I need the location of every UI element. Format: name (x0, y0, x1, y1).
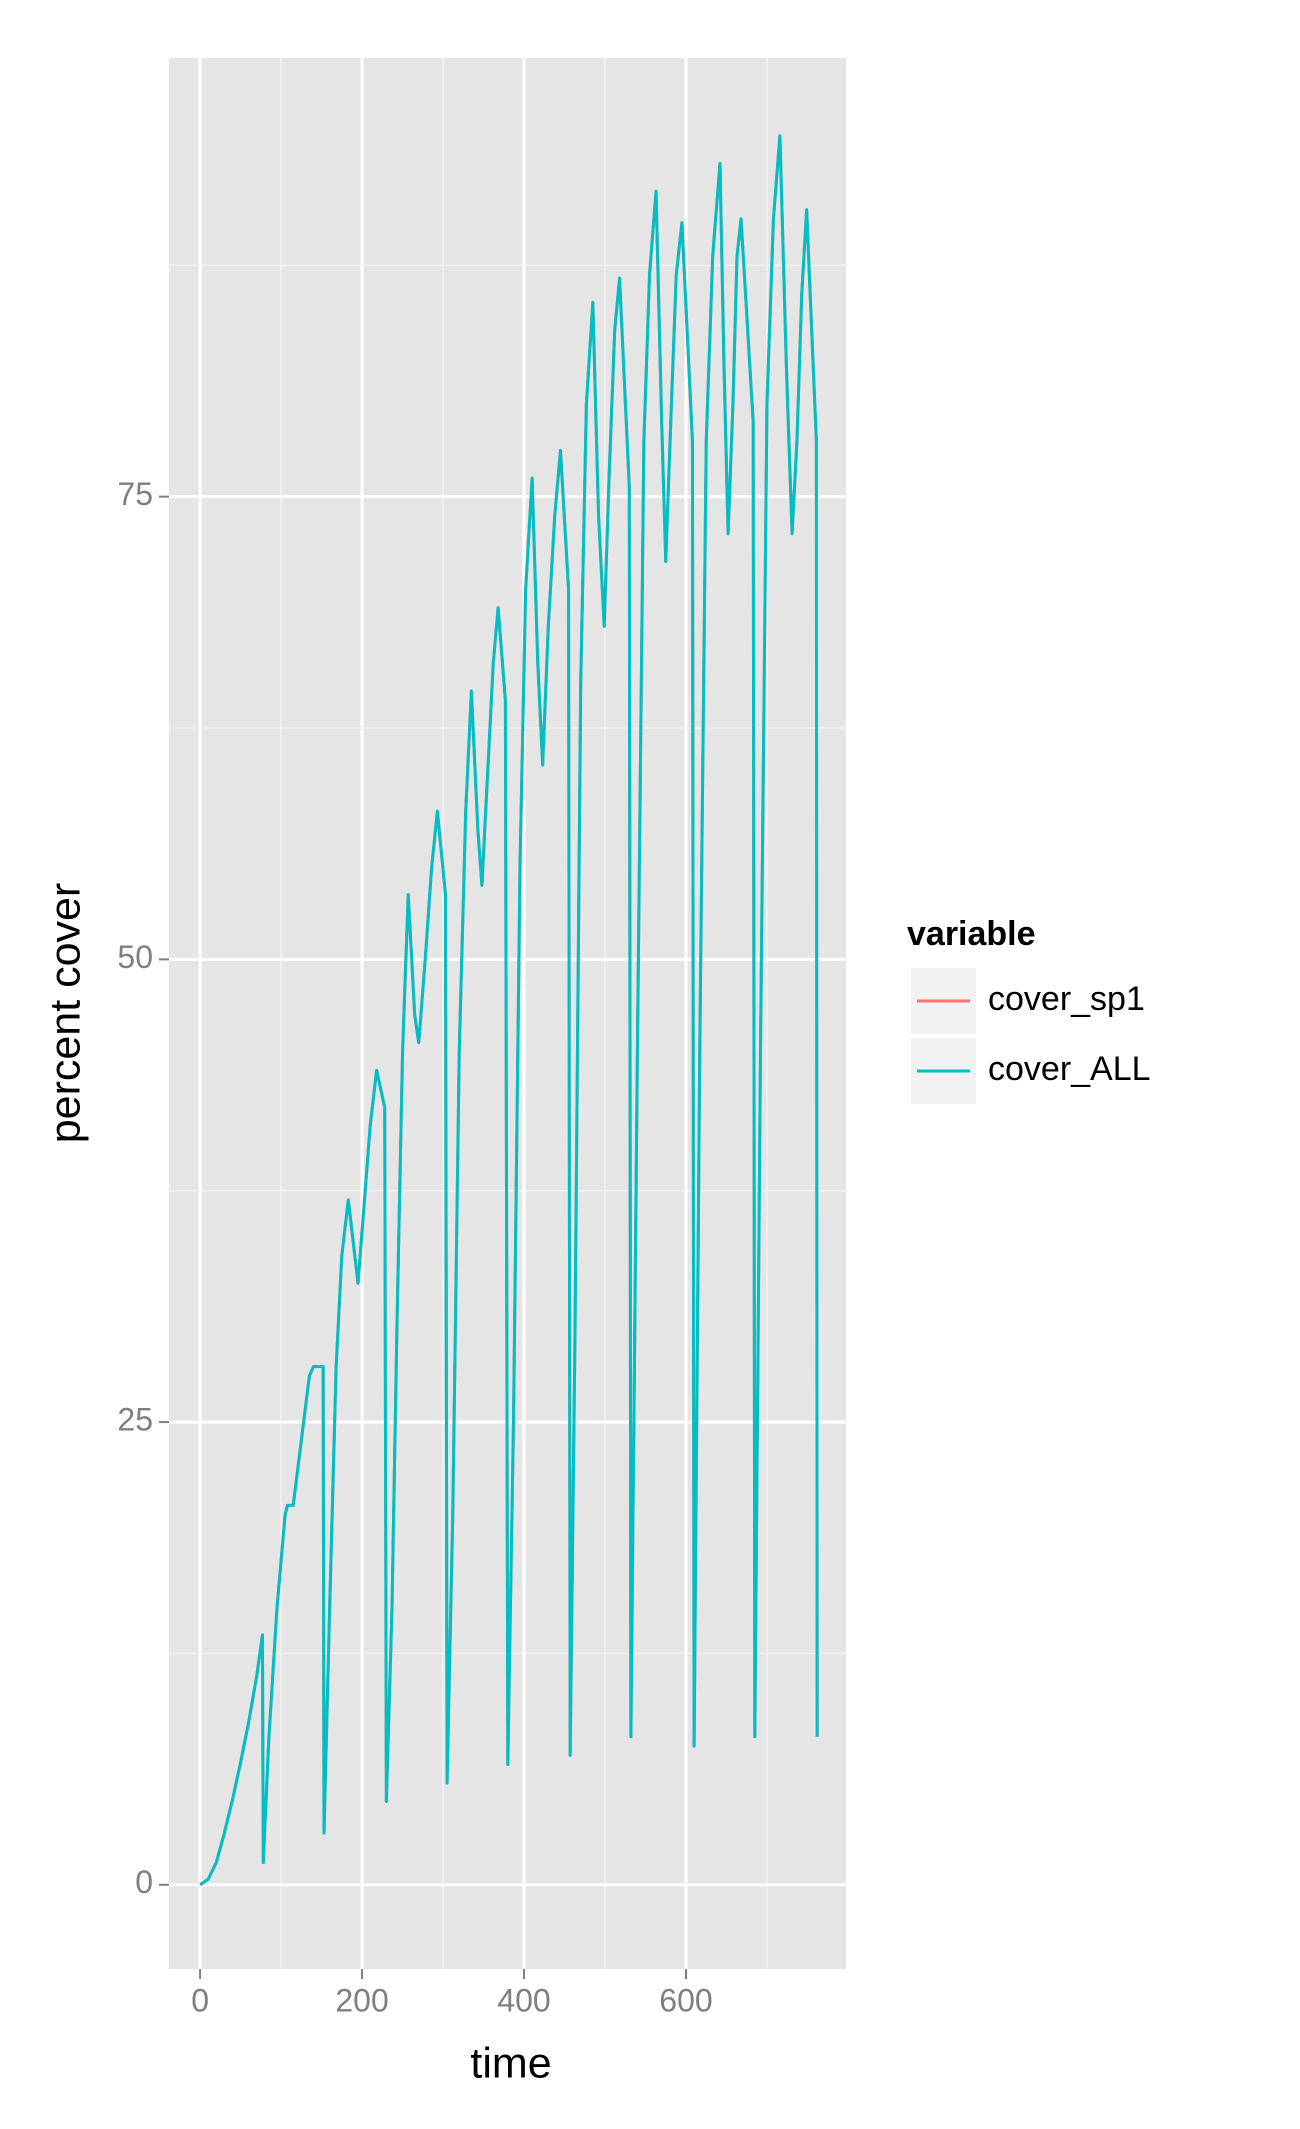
y-tick-label: 0 (135, 1864, 153, 1900)
x-tick-label: 600 (659, 1982, 712, 2018)
legend-label: cover_sp1 (988, 980, 1145, 1018)
line (199, 134, 819, 1887)
y-axis-title: percent cover (41, 883, 89, 1144)
legend-label: cover_ALL (988, 1050, 1151, 1088)
legend-title: variable (907, 915, 1036, 953)
x-tick-label: 400 (497, 1982, 550, 2018)
y-tick-label: 25 (117, 1402, 153, 1438)
y-tick-label: 50 (117, 939, 153, 975)
x-tick-label: 0 (191, 1982, 209, 2018)
x-tick-label: 200 (335, 1982, 388, 2018)
x-axis-title: time (470, 2039, 551, 2087)
y-tick-label: 75 (117, 476, 153, 512)
